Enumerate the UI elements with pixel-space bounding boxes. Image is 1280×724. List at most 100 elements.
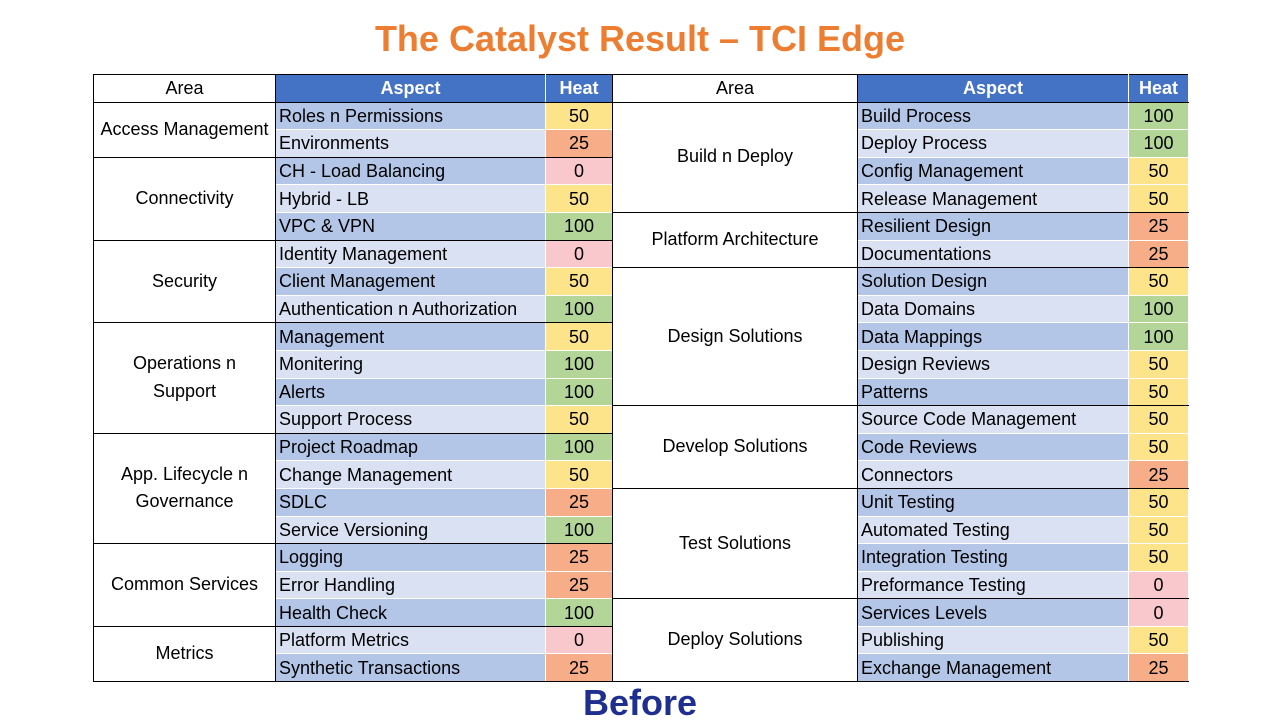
area-label: Platform Architecture <box>651 229 819 250</box>
aspect-cell: Roles n Permissions <box>275 101 546 131</box>
area-label: Metrics <box>155 643 214 664</box>
header-cell: Aspect <box>857 74 1129 103</box>
row: Data Domains 100 <box>613 294 1189 324</box>
row: Common Services Logging 25 <box>93 543 613 627</box>
aspect-cell: Design Reviews <box>857 349 1129 379</box>
row: Config Management 50 <box>613 156 1189 186</box>
aspect-cell: Monitering <box>275 349 546 379</box>
aspect-cell: Platform Metrics <box>275 625 546 655</box>
header-row: Area Aspect Heat <box>93 74 613 103</box>
heat-cell: 100 <box>545 294 613 324</box>
row: Deploy Process 100 <box>613 129 1189 158</box>
row: Code Reviews 50 <box>613 432 1189 462</box>
heat-cell: 0 <box>545 239 613 269</box>
aspect-cell: Publishing <box>857 625 1129 655</box>
area-cell: Build n Deploy <box>612 101 858 213</box>
aspect-cell: Error Handling <box>275 570 546 600</box>
aspect-cell: Support Process <box>275 405 546 434</box>
heat-cell: 25 <box>1128 460 1189 489</box>
aspect-cell: Release Management <box>857 184 1129 213</box>
aspect-cell: Services Levels <box>857 598 1129 627</box>
heat-cell: 50 <box>1128 156 1189 186</box>
row: Data Mappings 100 <box>613 322 1189 351</box>
area-cell: Operations n Support <box>93 322 276 434</box>
aspect-cell: Resilient Design <box>857 211 1129 241</box>
heat-cell: 50 <box>1128 267 1189 296</box>
header-cell: Area <box>93 74 276 103</box>
aspect-cell: CH - Load Balancing <box>275 156 546 186</box>
aspect-cell: Identity Management <box>275 239 546 269</box>
aspect-cell: Management <box>275 322 546 351</box>
heat-cell: 50 <box>1128 625 1189 655</box>
heat-cell: 50 <box>545 267 613 296</box>
area-cell: Deploy Solutions <box>612 598 858 683</box>
header-cell: Area <box>612 74 858 103</box>
aspect-cell: Integration Testing <box>857 543 1129 572</box>
heat-cell: 50 <box>545 405 613 434</box>
aspect-cell: Deploy Process <box>857 129 1129 158</box>
heat-cell: 25 <box>1128 653 1189 683</box>
area-label: Operations n Support <box>132 353 237 402</box>
row: Platform Architecture Resilient Design 25 <box>612 211 1189 269</box>
aspect-cell: Exchange Management <box>857 653 1129 683</box>
aspect-cell: Synthetic Transactions <box>275 653 546 683</box>
aspect-cell: Hybrid - LB <box>275 184 546 213</box>
area-label: App. Lifecycle n Governance <box>120 463 249 512</box>
row: Connectivity CH - Load Balancing 0 <box>93 156 613 241</box>
heat-cell: 100 <box>545 515 613 545</box>
row: Access Management Roles n Permissions 50 <box>93 101 613 158</box>
heat-cell: 0 <box>545 625 613 655</box>
area-label: Build n Deploy <box>676 146 794 167</box>
heat-cell: 50 <box>1128 377 1189 407</box>
area-cell: Platform Architecture <box>612 211 858 269</box>
aspect-cell: Solution Design <box>857 267 1129 296</box>
area-label: Connectivity <box>135 187 234 208</box>
heat-cell: 100 <box>1128 294 1189 324</box>
aspect-cell: Health Check <box>275 598 546 627</box>
header-cell: Aspect <box>275 74 546 103</box>
heat-cell: 0 <box>545 156 613 186</box>
row: Synthetic Transactions 25 <box>94 653 613 683</box>
area-cell: App. Lifecycle n Governance <box>93 432 276 545</box>
area-label: Design Solutions <box>667 325 803 346</box>
aspect-cell: Change Management <box>275 460 546 489</box>
aspect-cell: Code Reviews <box>857 432 1129 462</box>
aspect-cell: Automated Testing <box>857 515 1129 545</box>
heat-cell: 50 <box>1128 515 1189 545</box>
row: Hybrid - LB 50 <box>94 184 613 213</box>
heat-cell: 50 <box>1128 405 1189 434</box>
aspect-cell: Connectors <box>857 460 1129 489</box>
heat-cell: 100 <box>1128 322 1189 351</box>
aspect-cell: Logging <box>275 543 546 572</box>
heat-cell: 100 <box>545 377 613 407</box>
heat-cell: 25 <box>545 653 613 683</box>
aspect-cell: Data Mappings <box>857 322 1129 351</box>
aspect-cell: Preformance Testing <box>857 570 1129 600</box>
area-cell: Security <box>93 239 276 324</box>
row: Metrics Platform Metrics 0 <box>93 625 613 683</box>
row: Design Reviews 50 <box>613 349 1189 379</box>
area-cell: Common Services <box>93 543 276 627</box>
row: Publishing 50 <box>613 625 1189 655</box>
row: Health Check 100 <box>94 598 613 627</box>
header-cell: Heat <box>545 74 613 103</box>
area-label: Common Services <box>110 574 259 595</box>
heat-cell: 100 <box>545 598 613 627</box>
header-row: Area Aspect Heat <box>612 74 1189 103</box>
heat-cell: 50 <box>1128 184 1189 213</box>
aspect-cell: Source Code Management <box>857 405 1129 434</box>
heat-cell: 50 <box>1128 349 1189 379</box>
aspect-cell: Unit Testing <box>857 487 1129 517</box>
aspect-cell: Authentication n Authorization <box>275 294 546 324</box>
heat-cell: 100 <box>1128 101 1189 131</box>
aspect-cell: Service Versioning <box>275 515 546 545</box>
heat-cell: 50 <box>1128 432 1189 462</box>
area-cell: Design Solutions <box>612 267 858 407</box>
row: Build n Deploy Build Process 100 <box>612 101 1189 213</box>
row: Environments 25 <box>94 129 613 158</box>
heat-table: Area Aspect Heat Build n Deploy Build Proces… <box>612 74 1189 683</box>
aspect-cell: Build Process <box>857 101 1129 131</box>
heat-cell: 25 <box>545 543 613 572</box>
aspect-cell: Patterns <box>857 377 1129 407</box>
